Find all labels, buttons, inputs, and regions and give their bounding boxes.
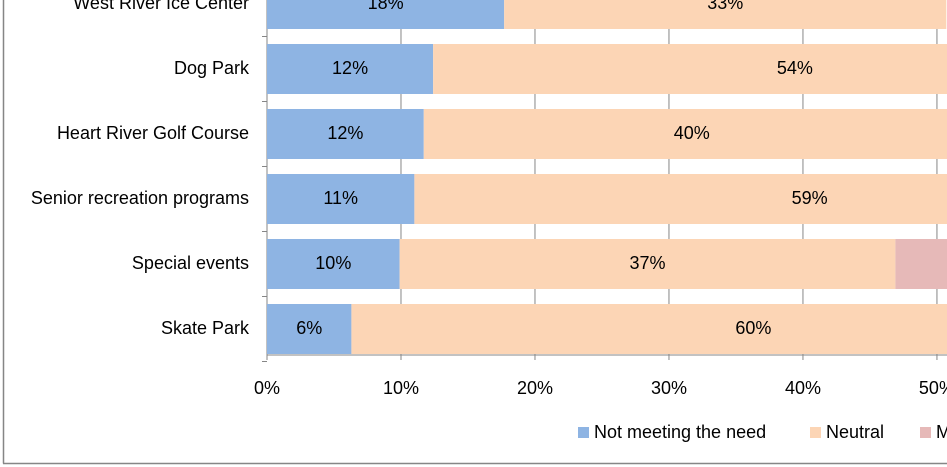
data-label: 37% [630,253,666,273]
y-tick-label: Heart River Golf Course [57,123,249,143]
bar-segment [414,174,947,224]
legend-label: M [936,422,947,442]
legend-label: Not meeting the need [594,422,766,442]
x-tick-label: 50% [919,378,947,398]
y-tick-label: Dog Park [174,58,250,78]
bars [267,0,947,354]
legend-swatch [578,427,589,438]
data-label: 60% [735,318,771,338]
x-tick-label: 30% [651,378,687,398]
x-tick-label: 40% [785,378,821,398]
data-label: 40% [674,123,710,143]
labels: 0% 10% 20% 30% 40% 50% West River Ice Center 18… [31,0,947,442]
bar-segment [504,0,947,29]
bar-segment [423,109,947,159]
x-tick-label: 20% [517,378,553,398]
bar-segment [267,109,424,159]
data-label: 33% [707,0,743,13]
legend-swatch [920,427,931,438]
bar-segment [267,0,505,29]
bar-segment [433,44,947,94]
y-tick-label: Senior recreation programs [31,188,249,208]
data-label: 54% [777,58,813,78]
bar-segment [351,304,947,354]
bar-segment [399,239,896,289]
y-tick-label: Skate Park [161,318,250,338]
data-label: 59% [792,188,828,208]
bar-segment [895,239,947,289]
legend-swatch [810,427,821,438]
legend-label: Neutral [826,422,884,442]
bar-segment [267,174,415,224]
data-label: 10% [315,253,351,273]
bar-segment [267,239,400,289]
y-tick-label: West River Ice Center [73,0,249,13]
bar-segment [267,304,352,354]
data-label: 18% [368,0,404,13]
data-label: 12% [332,58,368,78]
data-label: 12% [327,123,363,143]
data-label: 6% [296,318,322,338]
x-tick-label: 10% [383,378,419,398]
data-label: 11% [323,188,358,208]
y-tick-label: Special events [132,253,249,273]
bar-segment [267,44,434,94]
x-tick-label: 0% [254,378,280,398]
